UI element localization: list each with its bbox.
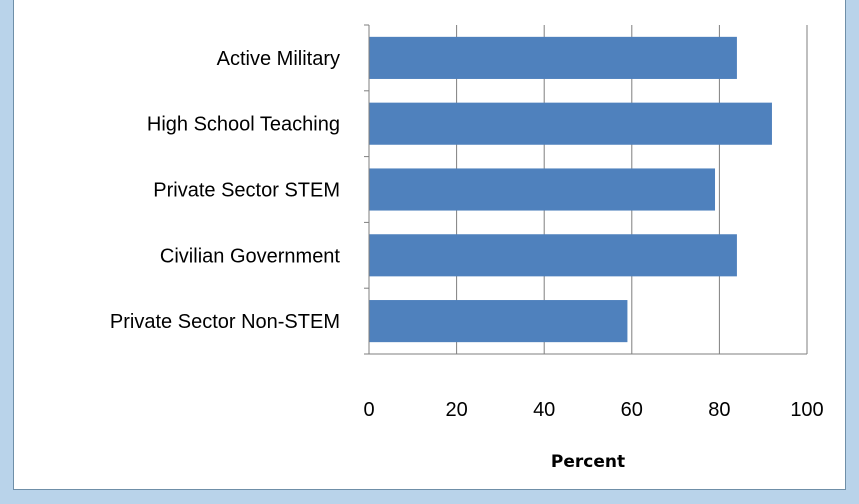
bar [369,300,628,343]
category-label: Private Sector Non-STEM [110,311,340,333]
category-label: Private Sector STEM [153,180,340,202]
x-tick-label: 100 [790,399,823,421]
category-label: Active Military [217,48,340,70]
x-tick-label: 20 [445,399,467,421]
bar [369,234,737,277]
bars [369,36,772,343]
x-tick-label: 0 [363,399,374,421]
x-tick-label: 80 [708,399,730,421]
bar [369,168,716,211]
x-tick-label: 40 [533,399,555,421]
bar [369,102,772,145]
axes [364,24,807,355]
x-tick-label: 60 [621,399,643,421]
category-label: High School Teaching [147,114,340,136]
bar [369,36,737,79]
category-label: Civilian Government [160,245,341,267]
tick-labels: 0 20 40 60 80 100 [363,399,823,421]
category-labels: Active Military High School Teaching Priva… [110,48,341,333]
x-axis-title: Percent [551,452,625,472]
